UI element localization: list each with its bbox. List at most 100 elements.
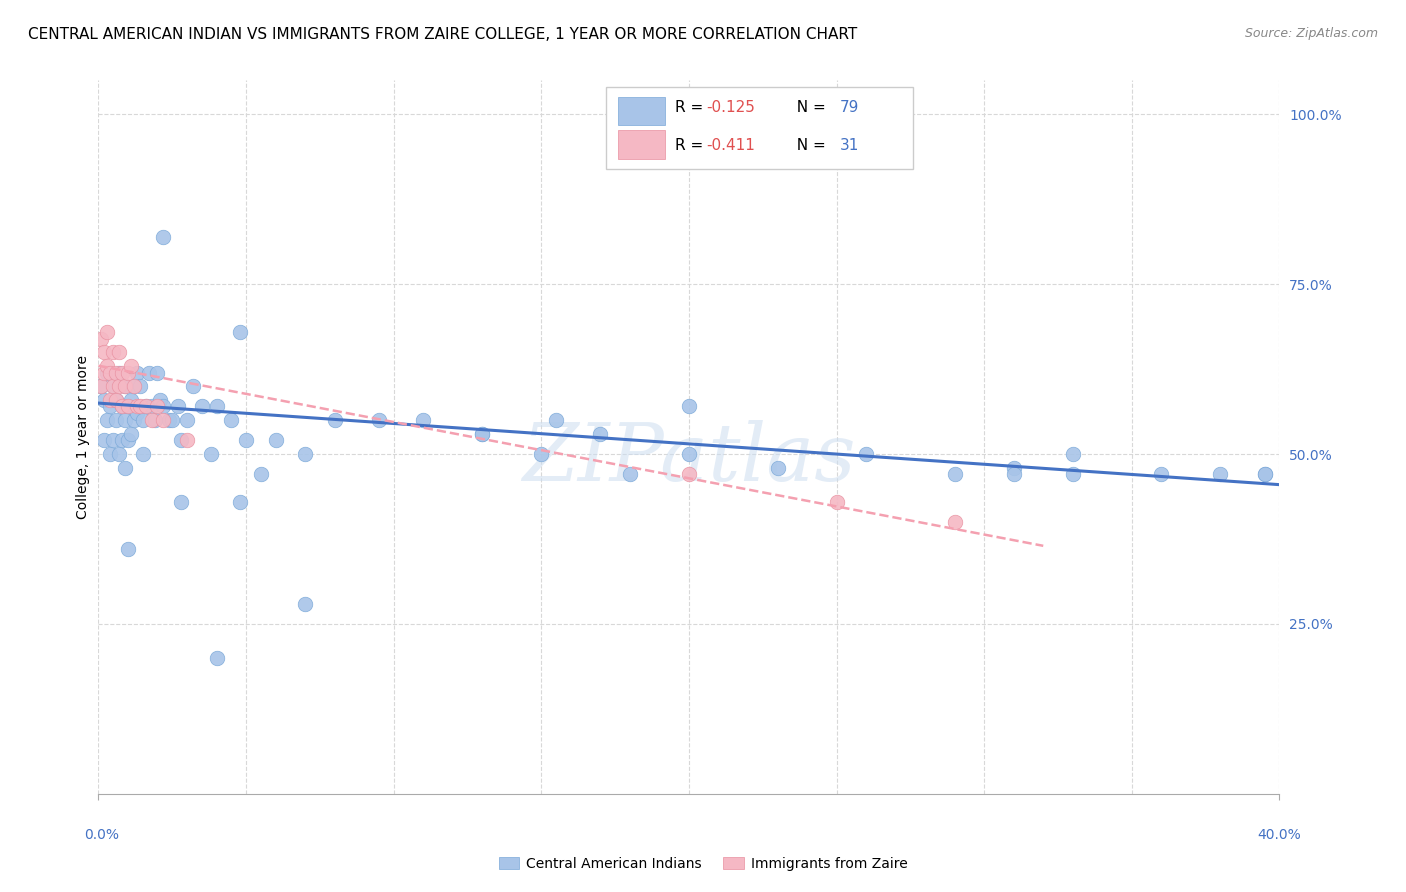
Point: [114, 413, 136, 427]
Point: [96, 366, 118, 380]
Point: [122, 379, 145, 393]
Point: [111, 366, 134, 380]
Point: [141, 400, 163, 414]
Text: CENTRAL AMERICAN INDIAN VS IMMIGRANTS FROM ZAIRE COLLEGE, 1 YEAR OR MORE CORRELA: CENTRAL AMERICAN INDIAN VS IMMIGRANTS FR…: [28, 27, 858, 42]
Point: [122, 413, 145, 427]
Text: 79: 79: [841, 100, 859, 115]
Point: [678, 467, 700, 482]
Y-axis label: College, 1 year or more: College, 1 year or more: [76, 355, 90, 519]
Point: [125, 400, 148, 414]
Point: [117, 400, 139, 414]
Point: [120, 359, 142, 373]
Point: [530, 447, 553, 461]
Point: [943, 515, 966, 529]
Point: [108, 379, 131, 393]
Point: [825, 494, 848, 508]
Text: Source: ZipAtlas.com: Source: ZipAtlas.com: [1244, 27, 1378, 40]
Point: [176, 434, 198, 448]
Point: [111, 400, 134, 414]
Point: [176, 413, 198, 427]
Point: [93, 345, 115, 359]
Point: [90, 332, 112, 346]
Point: [229, 325, 252, 339]
Point: [120, 426, 142, 441]
Point: [855, 447, 877, 461]
Text: R =: R =: [675, 100, 707, 115]
Point: [125, 406, 148, 420]
Point: [294, 597, 316, 611]
Point: [200, 447, 222, 461]
Point: [546, 413, 568, 427]
Point: [98, 447, 121, 461]
Point: [117, 434, 139, 448]
Point: [1002, 460, 1025, 475]
Text: R =: R =: [675, 138, 707, 153]
Point: [170, 434, 193, 448]
Point: [157, 413, 180, 427]
Text: -0.125: -0.125: [707, 100, 755, 115]
Point: [125, 366, 148, 380]
Point: [149, 392, 172, 407]
Point: [114, 379, 136, 393]
Point: [103, 434, 125, 448]
Point: [128, 400, 150, 414]
Point: [105, 366, 128, 380]
Point: [111, 400, 134, 414]
Point: [181, 379, 204, 393]
Legend: Central American Indians, Immigrants from Zaire: Central American Indians, Immigrants fro…: [494, 851, 912, 876]
Point: [90, 379, 112, 393]
Point: [205, 651, 228, 665]
Point: [235, 434, 257, 448]
Point: [943, 467, 966, 482]
Point: [219, 413, 242, 427]
FancyBboxPatch shape: [619, 130, 665, 159]
Point: [678, 400, 700, 414]
Point: [141, 413, 163, 427]
Point: [103, 379, 125, 393]
Point: [1002, 467, 1025, 482]
Point: [128, 379, 150, 393]
Point: [117, 366, 139, 380]
Point: [368, 413, 391, 427]
Point: [152, 229, 174, 244]
Point: [229, 494, 252, 508]
Point: [103, 379, 125, 393]
Text: ZIPatlas: ZIPatlas: [522, 420, 856, 497]
Point: [96, 359, 118, 373]
Point: [162, 413, 183, 427]
Point: [135, 400, 157, 414]
Point: [108, 345, 131, 359]
Point: [114, 379, 136, 393]
Point: [143, 413, 166, 427]
Point: [105, 413, 128, 427]
Point: [146, 400, 169, 414]
Point: [294, 447, 316, 461]
Point: [170, 494, 193, 508]
Text: N =: N =: [787, 138, 831, 153]
Point: [111, 434, 134, 448]
Text: N =: N =: [787, 100, 831, 115]
Point: [108, 366, 131, 380]
Point: [205, 400, 228, 414]
Point: [98, 400, 121, 414]
Point: [122, 379, 145, 393]
Point: [120, 392, 142, 407]
Point: [1062, 447, 1084, 461]
Point: [471, 426, 494, 441]
Point: [619, 467, 641, 482]
FancyBboxPatch shape: [606, 87, 914, 169]
Point: [264, 434, 287, 448]
Point: [138, 366, 160, 380]
Point: [132, 413, 155, 427]
Point: [132, 447, 155, 461]
Point: [93, 434, 115, 448]
Point: [678, 447, 700, 461]
Point: [108, 447, 131, 461]
Point: [323, 413, 346, 427]
Text: -0.411: -0.411: [707, 138, 755, 153]
Point: [135, 400, 157, 414]
Point: [1254, 467, 1277, 482]
Point: [1254, 467, 1277, 482]
Point: [93, 366, 115, 380]
Point: [412, 413, 434, 427]
